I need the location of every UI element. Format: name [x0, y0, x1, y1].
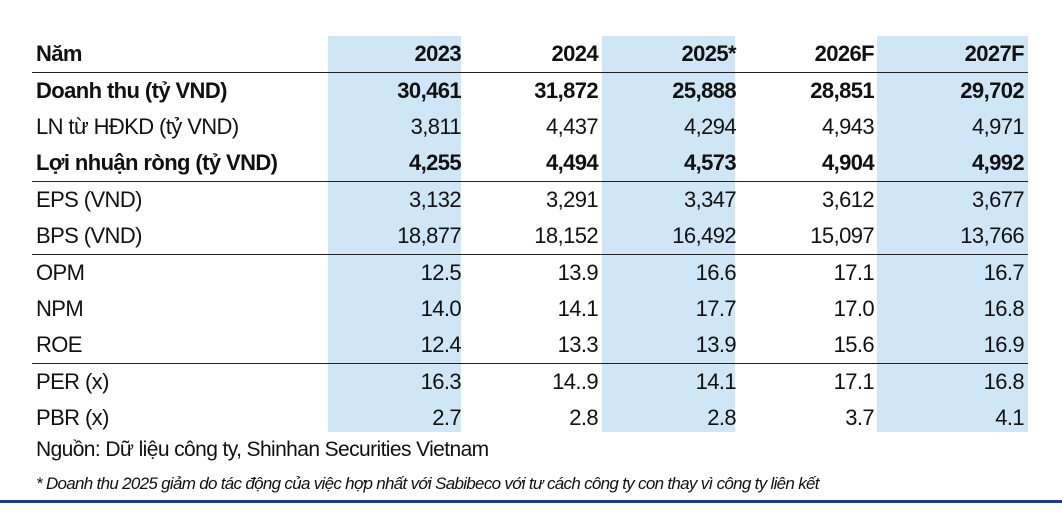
cell-2024: 13.3 [557, 332, 599, 357]
cell-2026f: 3.7 [845, 405, 874, 430]
footnote: * Doanh thu 2025 giảm do tác động của vi… [36, 474, 819, 493]
cell-2024: 14..9 [552, 369, 599, 394]
cell-2023: 3,132 [408, 187, 462, 212]
cell-2024: 3,291 [545, 187, 599, 212]
cell-2024: 4,437 [545, 114, 599, 139]
header-2023: 2023 [414, 41, 461, 66]
cell-2023: 4,255 [408, 150, 462, 175]
column-band-2027f [877, 36, 1028, 432]
cell-2023: 16.3 [420, 369, 462, 394]
table-row-net-profit: Lợi nhuận ròng (tỷ VND) 4,255 4,494 4,57… [32, 145, 1028, 181]
cell-2025: 4,294 [683, 114, 737, 139]
cell-2024: 31,872 [534, 78, 598, 103]
cell-2026f: 28,851 [810, 78, 874, 103]
table-row-npm: NPM 14.0 14.1 17.7 17.0 16.8 [32, 291, 1028, 327]
column-band-2024 [328, 36, 461, 432]
cell-2024: 13.9 [557, 260, 599, 285]
cell-2026f: 3,612 [821, 187, 875, 212]
cell-2026f: 17.0 [833, 296, 875, 321]
cell-2025: 4,573 [683, 150, 737, 175]
source-note: Nguồn: Dữ liệu công ty, Shinhan Securiti… [36, 438, 489, 461]
row-label: OPM [36, 260, 85, 285]
table-row-eps: EPS (VND) 3,132 3,291 3,347 3,612 3,677 [32, 181, 1028, 218]
table-row-pbr: PBR (x) 2.7 2.8 2.8 3.7 4.1 [32, 400, 1028, 436]
cell-2026f: 15.6 [833, 332, 875, 357]
row-label: BPS (VND) [36, 223, 142, 248]
row-label: ROE [36, 332, 82, 357]
cell-2023: 12.4 [420, 332, 462, 357]
cell-2026f: 4,904 [821, 150, 875, 175]
row-label: PBR (x) [36, 405, 109, 430]
cell-2023: 18,877 [397, 223, 461, 248]
cell-2023: 12.5 [420, 260, 462, 285]
cell-2027f: 4,971 [971, 114, 1025, 139]
header-2026f: 2026F [814, 41, 875, 66]
row-label: Lợi nhuận ròng (tỷ VND) [36, 150, 278, 175]
table-row-bps: BPS (VND) 18,877 18,152 16,492 15,097 13… [32, 218, 1028, 254]
cell-2025: 17.7 [695, 296, 737, 321]
cell-2025: 14.1 [695, 369, 737, 394]
cell-2027f: 16.8 [983, 296, 1025, 321]
cell-2023: 14.0 [420, 296, 462, 321]
cell-2025: 2.8 [707, 405, 736, 430]
cell-2025: 16.6 [695, 260, 737, 285]
cell-2024: 4,494 [545, 150, 599, 175]
cell-2024: 2.8 [569, 405, 598, 430]
cell-2027f: 4.1 [995, 405, 1024, 430]
row-label: NPM [36, 296, 84, 321]
cell-2026f: 17.1 [833, 260, 875, 285]
cell-2027f: 16.9 [983, 332, 1025, 357]
financial-table: Năm 2023 2024 2025* 2026F 2027F Doanh th… [32, 36, 1028, 436]
cell-2026f: 4,943 [821, 114, 875, 139]
header-label: Năm [36, 41, 82, 66]
table-header-row: Năm 2023 2024 2025* 2026F 2027F [32, 36, 1028, 72]
table-row-roe: ROE 12.4 13.3 13.9 15.6 16.9 [32, 327, 1028, 363]
cell-2027f: 13,766 [960, 223, 1024, 248]
cell-2027f: 4,992 [971, 150, 1025, 175]
cell-2023: 30,461 [397, 78, 461, 103]
row-label: EPS (VND) [36, 187, 142, 212]
bottom-divider [0, 500, 1062, 503]
cell-2027f: 29,702 [960, 78, 1024, 103]
header-2024: 2024 [551, 41, 598, 66]
column-band-2025 [602, 36, 735, 432]
cell-2024: 14.1 [557, 296, 599, 321]
row-label: Doanh thu (tỷ VND) [36, 78, 227, 103]
row-label: LN từ HĐKD (tỷ VND) [36, 114, 239, 139]
cell-2025: 3,347 [683, 187, 737, 212]
header-2025: 2025* [681, 41, 736, 66]
cell-2024: 18,152 [534, 223, 598, 248]
table-row-opm: OPM 12.5 13.9 16.6 17.1 16.7 [32, 254, 1028, 291]
cell-2026f: 15,097 [810, 223, 874, 248]
table-row-revenue: Doanh thu (tỷ VND) 30,461 31,872 25,888 … [32, 72, 1028, 109]
table-row-per: PER (x) 16.3 14..9 14.1 17.1 16.8 [32, 363, 1028, 400]
cell-2025: 16,492 [672, 223, 736, 248]
cell-2025: 13.9 [695, 332, 737, 357]
cell-2027f: 16.8 [983, 369, 1025, 394]
cell-2026f: 17.1 [833, 369, 875, 394]
table-row-operating-profit: LN từ HĐKD (tỷ VND) 3,811 4,437 4,294 4,… [32, 109, 1028, 145]
header-2027f: 2027F [964, 41, 1025, 66]
cell-2023: 3,811 [410, 114, 462, 139]
cell-2027f: 3,677 [971, 187, 1025, 212]
cell-2027f: 16.7 [983, 260, 1025, 285]
row-label: PER (x) [36, 369, 109, 394]
cell-2025: 25,888 [672, 78, 736, 103]
cell-2023: 2.7 [432, 405, 461, 430]
